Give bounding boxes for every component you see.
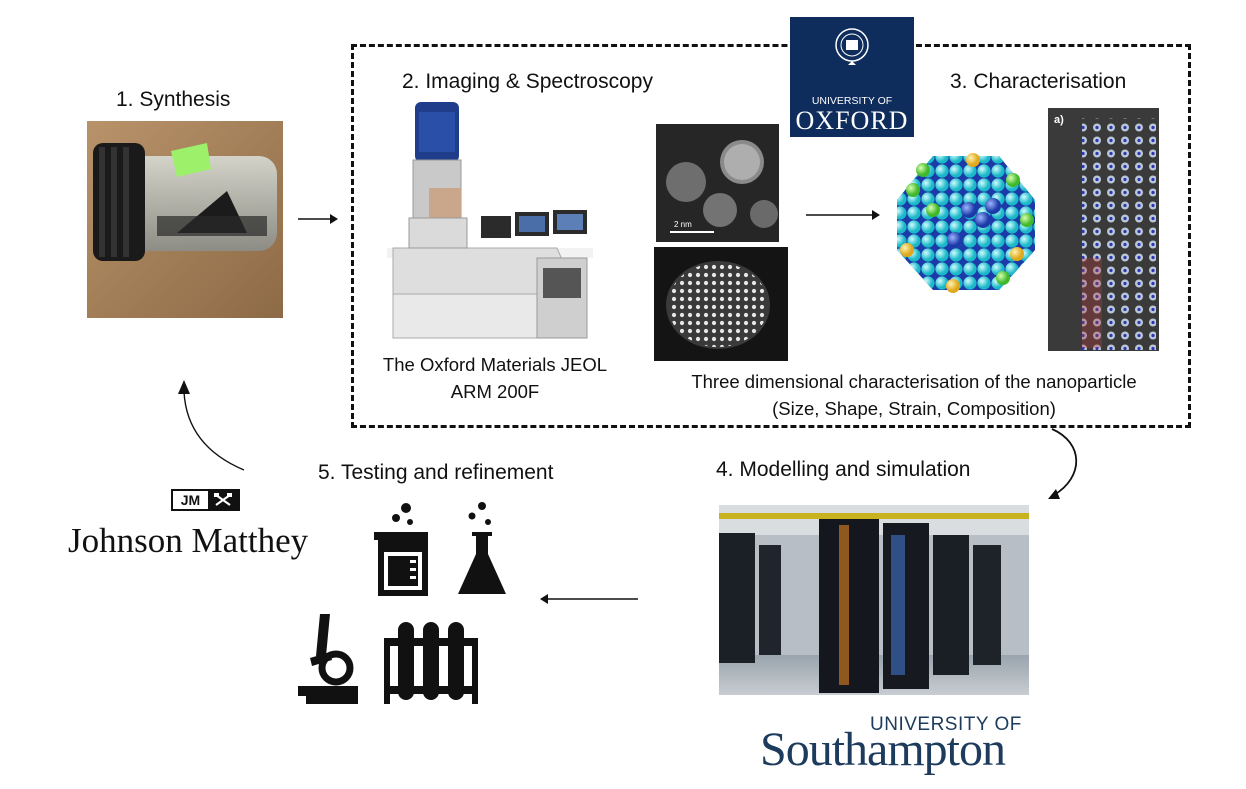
oxford-crest-icon xyxy=(835,28,869,65)
imaging-characterisation-frame xyxy=(351,44,1191,428)
arrow-characterisation-to-modelling xyxy=(1040,425,1090,505)
nanoparticle-caption-line2: (Size, Shape, Strain, Composition) xyxy=(772,398,1056,419)
southampton-small-text: UNIVERSITY OF xyxy=(870,714,1022,735)
arrow-testing-to-synthesis xyxy=(170,378,250,474)
synthesis-vial-photo xyxy=(87,121,283,318)
step-5-label: 5. Testing and refinement xyxy=(318,461,554,484)
jm-mark-text: JM xyxy=(180,492,201,508)
strain-map-image: a) xyxy=(1048,108,1159,351)
panel-a-label: a) xyxy=(1054,114,1064,126)
oxford-logo: UNIVERSITY OF OXFORD xyxy=(790,17,914,137)
jm-name-text: Johnson Matthey xyxy=(68,521,309,560)
microscope-icon xyxy=(296,612,362,706)
microscope-caption-line2: ARM 200F xyxy=(450,381,540,402)
arrow-synthesis-to-imaging xyxy=(298,212,338,226)
nanoparticle-3d-model xyxy=(893,150,1039,296)
stem-overview-image: 2 nm xyxy=(656,124,779,242)
jm-hammers-icon xyxy=(208,491,238,509)
step-2-label: 2. Imaging & Spectroscopy xyxy=(402,70,653,93)
southampton-big-text: Southampton xyxy=(760,723,1006,776)
arrow-imaging-to-characterisation xyxy=(806,208,880,222)
stem-atomic-image xyxy=(654,247,788,361)
jm-logo-mark: JM xyxy=(171,489,240,511)
arrow-modelling-to-testing xyxy=(540,592,638,606)
test-tubes-icon xyxy=(384,622,478,706)
step-4-label: 4. Modelling and simulation xyxy=(716,458,971,481)
oxford-big-text: OXFORD xyxy=(795,106,909,135)
nanoparticle-caption-line1: Three dimensional characterisation of th… xyxy=(691,371,1137,392)
microscope-caption-line1: The Oxford Materials JEOL xyxy=(382,354,608,375)
step-3-label: 3. Characterisation xyxy=(950,70,1127,93)
jeol-microscope-image xyxy=(387,98,593,344)
beaker-icon xyxy=(370,500,436,600)
flask-icon xyxy=(454,500,510,600)
supercomputer-photo xyxy=(719,505,1029,695)
microscope-caption: The Oxford Materials JEOL ARM 200F xyxy=(360,351,630,405)
oxford-small-text: UNIVERSITY OF xyxy=(811,95,893,107)
scale-bar-label: 2 nm xyxy=(674,220,692,229)
step-1-label: 1. Synthesis xyxy=(116,88,231,111)
nanoparticle-caption: Three dimensional characterisation of th… xyxy=(640,368,1188,422)
